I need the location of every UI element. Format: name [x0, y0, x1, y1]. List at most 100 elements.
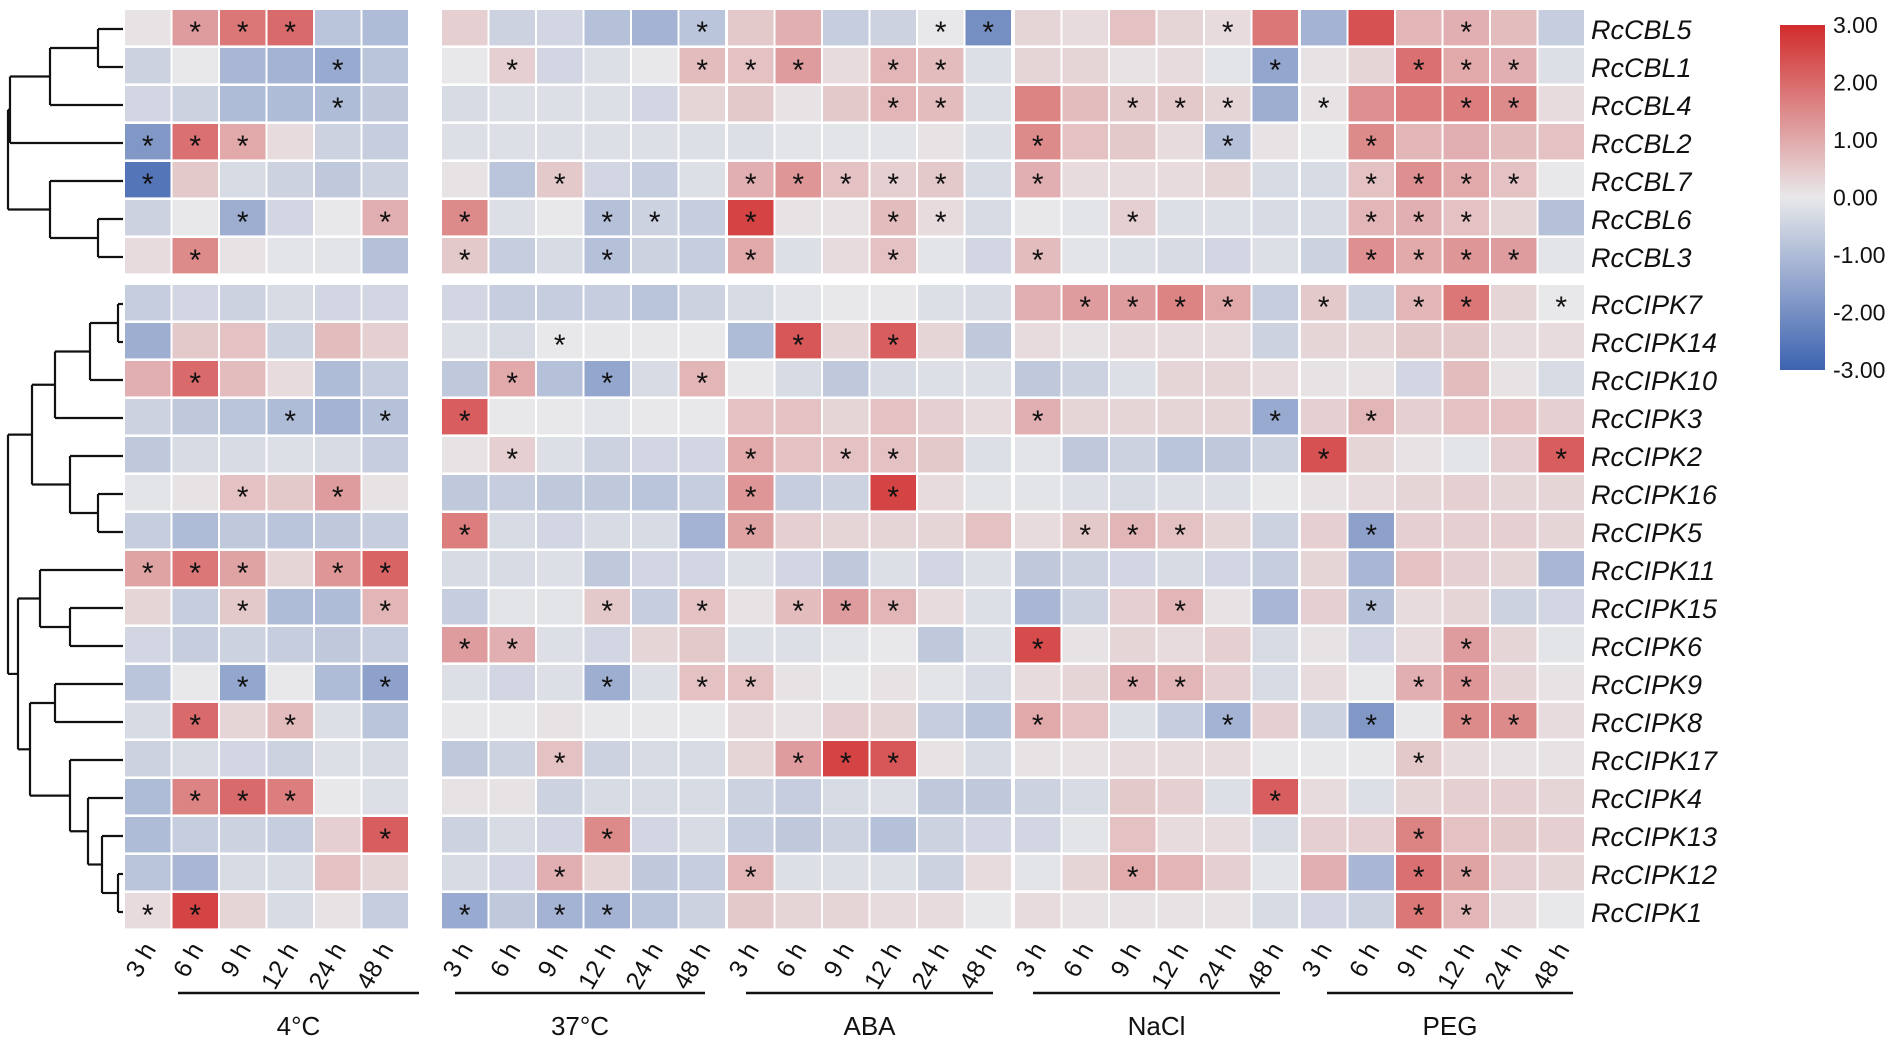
heatmap-cell — [965, 741, 1011, 777]
significance-marker: * — [1365, 206, 1377, 239]
heatmap-cell — [1110, 779, 1156, 815]
heatmap-cell — [679, 361, 725, 397]
heatmap-cell — [679, 893, 725, 929]
significance-marker: * — [284, 16, 296, 49]
heatmap-cell — [584, 513, 630, 549]
heatmap-cell — [172, 238, 218, 274]
significance-marker: * — [1365, 519, 1377, 552]
heatmap-cell — [823, 124, 869, 160]
heatmap-cell — [1157, 162, 1203, 198]
heatmap-cell — [1157, 285, 1203, 321]
heatmap-cell — [1491, 817, 1537, 853]
heatmap-cell — [489, 399, 535, 435]
heatmap-cell — [728, 779, 774, 815]
heatmap-cell — [632, 10, 678, 46]
heatmap-cell — [125, 817, 171, 853]
significance-marker: * — [1365, 130, 1377, 163]
heatmap-cell — [965, 86, 1011, 122]
heatmap-cell — [267, 779, 313, 815]
timepoint-tick-label: 24 h — [620, 938, 669, 994]
heatmap-cell — [775, 513, 821, 549]
heatmap-cell — [775, 779, 821, 815]
heatmap-cell — [775, 703, 821, 739]
heatmap-cell — [267, 627, 313, 663]
heatmap-cell — [1301, 86, 1347, 122]
heatmap-cell — [125, 779, 171, 815]
heatmap-cell — [489, 665, 535, 701]
significance-marker: * — [506, 367, 518, 400]
heatmap-cell — [1110, 238, 1156, 274]
heatmap-cell — [1252, 285, 1298, 321]
significance-marker: * — [1269, 405, 1281, 438]
gene-label: RcCBL2 — [1591, 129, 1692, 159]
significance-marker: * — [887, 244, 899, 277]
heatmap-cell — [632, 361, 678, 397]
significance-marker: * — [601, 899, 613, 932]
heatmap-cell — [965, 437, 1011, 473]
heatmap-cell — [632, 200, 678, 236]
significance-marker: * — [1460, 291, 1472, 324]
heatmap-cell — [125, 48, 171, 84]
significance-marker: * — [1460, 206, 1472, 239]
heatmap-cell — [537, 779, 583, 815]
heatmap-cell — [1348, 399, 1394, 435]
heatmap-cell — [1252, 665, 1298, 701]
heatmap-cell — [1157, 437, 1203, 473]
heatmap-cell — [267, 323, 313, 359]
heatmap-cell — [1157, 238, 1203, 274]
heatmap-cell — [442, 893, 488, 929]
heatmap-cell — [1491, 48, 1537, 84]
heatmap-cell — [918, 665, 964, 701]
significance-marker: * — [649, 206, 661, 239]
heatmap-cell — [1205, 285, 1251, 321]
significance-marker: * — [1079, 291, 1091, 324]
heatmap-cell — [489, 238, 535, 274]
heatmap-cell — [125, 665, 171, 701]
heatmap-cell — [267, 703, 313, 739]
heatmap-cell — [1538, 551, 1584, 587]
significance-marker: * — [1032, 709, 1044, 742]
heatmap-cell — [315, 475, 361, 511]
heatmap-cell — [220, 285, 266, 321]
heatmap-cell — [1252, 551, 1298, 587]
significance-marker: * — [1127, 671, 1139, 704]
heatmap-cell — [1015, 665, 1061, 701]
significance-marker: * — [459, 633, 471, 666]
heatmap-cell — [870, 551, 916, 587]
timepoint-tick-label: 3 h — [120, 938, 162, 982]
heatmap-cell — [1062, 779, 1108, 815]
significance-marker: * — [379, 405, 391, 438]
heatmap-cell — [823, 855, 869, 891]
significance-marker: * — [1222, 709, 1234, 742]
heatmap-cell — [584, 703, 630, 739]
heatmap-cell — [632, 323, 678, 359]
heatmap-cell — [775, 475, 821, 511]
heatmap-cell — [125, 627, 171, 663]
dendrogram — [6, 27, 123, 914]
heatmap-cell — [823, 589, 869, 625]
gene-label: RcCIPK1 — [1591, 898, 1702, 928]
heatmap-cell — [965, 124, 1011, 160]
heatmap-cell — [1443, 399, 1489, 435]
heatmap-cell — [1538, 200, 1584, 236]
heatmap-cell — [537, 86, 583, 122]
heatmap-cell — [965, 361, 1011, 397]
heatmap-cell — [679, 817, 725, 853]
significance-marker: * — [1032, 633, 1044, 666]
heatmap-cell — [489, 124, 535, 160]
heatmap-cell — [125, 162, 171, 198]
heatmap-cell — [728, 817, 774, 853]
heatmap-cell — [965, 238, 1011, 274]
heatmap-cell — [1015, 285, 1061, 321]
significance-marker: * — [745, 54, 757, 87]
heatmap-cell — [918, 513, 964, 549]
significance-marker: * — [1508, 168, 1520, 201]
heatmap-cell — [362, 437, 408, 473]
significance-marker: * — [1460, 899, 1472, 932]
heatmap-cell — [1491, 475, 1537, 511]
heatmap-cell — [1015, 855, 1061, 891]
timepoint-tick-label: 48 h — [668, 938, 717, 994]
heatmap-cell — [1301, 855, 1347, 891]
timepoint-tick-label: 12 h — [573, 938, 622, 994]
